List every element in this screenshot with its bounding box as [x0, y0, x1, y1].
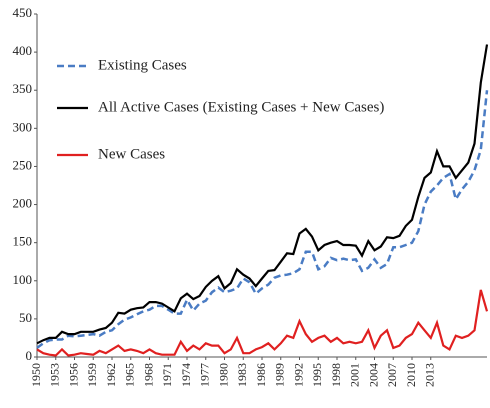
y-tick-label: 400 — [13, 43, 33, 58]
x-tick-label: 1995 — [310, 363, 324, 387]
x-tick-label: 1989 — [273, 363, 287, 387]
x-tick-label: 2013 — [423, 363, 437, 387]
x-tick-label: 1992 — [291, 363, 305, 387]
y-tick-label: 350 — [13, 81, 33, 96]
x-tick-label: 1953 — [48, 363, 62, 387]
y-tick-label: 250 — [13, 157, 33, 172]
legend-label: New Cases — [98, 146, 165, 162]
x-tick-label: 1980 — [216, 363, 230, 387]
x-tick-label: 1977 — [198, 363, 212, 387]
x-tick-label: 1983 — [235, 363, 249, 387]
legend-label: All Active Cases (Existing Cases + New C… — [98, 99, 384, 115]
series-line — [36, 44, 489, 345]
y-tick-label: 200 — [13, 196, 33, 211]
x-tick-label: 2007 — [385, 363, 399, 387]
x-tick-label: 1965 — [123, 363, 137, 387]
x-tick-label: 2010 — [404, 363, 418, 387]
x-tick-label: 1974 — [179, 363, 193, 387]
y-tick-label: 100 — [13, 272, 33, 287]
y-tick-label: 300 — [13, 119, 33, 134]
y-tick-label: 150 — [13, 234, 33, 249]
x-tick-label: 1962 — [104, 363, 118, 387]
y-tick-label: 450 — [13, 5, 33, 20]
y-tick-label: 50 — [19, 310, 32, 325]
legend-label: Existing Cases — [98, 57, 187, 73]
x-tick-label: 1971 — [160, 363, 174, 387]
x-tick-label: 1950 — [29, 363, 43, 387]
x-tick-label: 2004 — [366, 363, 380, 387]
series-line — [36, 289, 489, 357]
x-tick-label: 1998 — [329, 363, 343, 387]
y-tick-label: 0 — [26, 348, 33, 363]
x-tick-label: 1986 — [254, 363, 268, 387]
x-tick-label: 1956 — [66, 363, 80, 387]
x-tick-label: 1968 — [141, 363, 155, 387]
series-line — [36, 90, 489, 349]
x-tick-label: 1959 — [85, 363, 99, 387]
x-tick-label: 2001 — [348, 363, 362, 387]
